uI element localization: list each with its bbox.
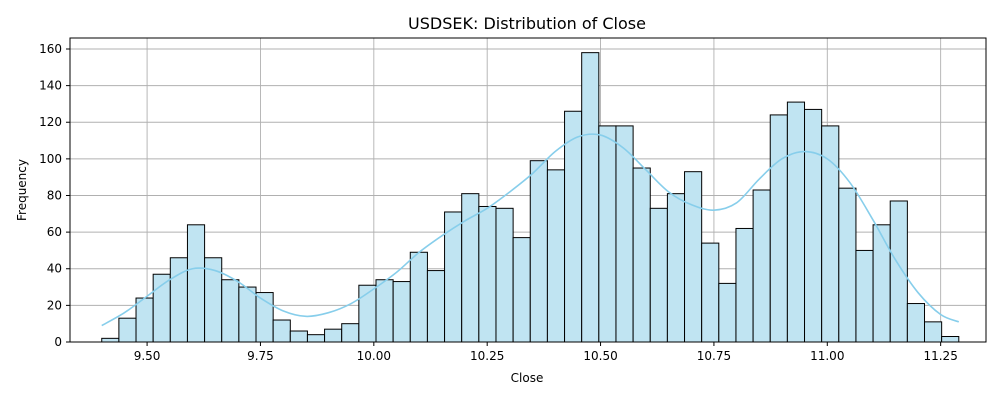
histogram-bar	[666, 193, 686, 343]
y-tick-label: 60	[47, 225, 62, 239]
y-axis-label: Frequency	[15, 159, 29, 221]
histogram-bar	[838, 187, 857, 343]
histogram-bar	[684, 171, 703, 343]
y-axis-ticks: 0 20 40 60 80 100 120 140 160	[39, 42, 70, 349]
histogram-bar	[564, 110, 583, 343]
x-axis-ticks: 9.50 9.75 10.00 10.25 10.50 10.75 11.00 11.25	[134, 342, 958, 363]
histogram-bar	[495, 207, 514, 343]
histogram-bar	[135, 297, 154, 343]
histogram-bar	[238, 286, 257, 343]
x-tick-label: 10.75	[697, 349, 731, 363]
histogram-bar	[101, 337, 120, 343]
x-tick-label: 10.50	[583, 349, 617, 363]
y-tick-label: 140	[39, 79, 62, 93]
histogram-bar	[855, 249, 874, 343]
histogram-bars	[101, 52, 960, 343]
histogram-bar	[769, 114, 788, 343]
histogram-bar	[375, 279, 394, 343]
y-tick-label: 0	[54, 335, 62, 349]
histogram-bar	[306, 334, 326, 343]
histogram-bar	[341, 323, 360, 343]
histogram-bar	[718, 282, 737, 343]
histogram-bar	[821, 125, 840, 343]
histogram-bar	[289, 330, 308, 343]
histogram-bar	[478, 205, 497, 343]
histogram-bar	[598, 125, 617, 343]
histogram-bar	[735, 227, 754, 343]
histogram-bar	[546, 169, 566, 343]
kde-curve	[101, 133, 960, 327]
chart-title: USDSEK: Distribution of Close	[408, 14, 646, 33]
x-tick-label: 10.00	[357, 349, 391, 363]
histogram-bar	[649, 207, 668, 343]
x-tick-label: 11.25	[923, 349, 957, 363]
y-tick-label: 160	[39, 42, 62, 56]
x-tick-label: 11.00	[810, 349, 844, 363]
histogram-bar	[169, 257, 188, 343]
y-tick-label: 40	[47, 262, 62, 276]
histogram-bar	[632, 167, 651, 343]
x-tick-label: 9.75	[247, 349, 274, 363]
histogram-bar	[941, 336, 960, 343]
histogram-bar	[581, 52, 600, 343]
histogram-bar	[186, 224, 206, 343]
histogram-bar	[461, 193, 480, 343]
y-tick-label: 100	[39, 152, 62, 166]
histogram-bar	[889, 200, 908, 343]
histogram-bar	[324, 328, 343, 343]
histogram-bar	[872, 224, 891, 343]
histogram-bar	[221, 279, 240, 343]
x-axis-label: Close	[511, 371, 544, 385]
y-tick-label: 80	[47, 188, 62, 202]
histogram-bar	[906, 303, 926, 343]
histogram-bar	[392, 281, 411, 343]
histogram-bar	[512, 237, 531, 343]
histogram-bar	[752, 189, 771, 343]
x-tick-label: 9.50	[134, 349, 161, 363]
histogram-bar	[786, 101, 806, 343]
histogram-bar	[701, 242, 720, 343]
histogram-bar	[426, 270, 446, 343]
x-tick-label: 10.25	[470, 349, 504, 363]
histogram-bar	[118, 317, 137, 343]
y-tick-label: 120	[39, 115, 62, 129]
histogram-bar	[804, 108, 823, 343]
histogram-bar	[529, 160, 548, 343]
y-tick-label: 20	[47, 298, 62, 312]
histogram-bar	[615, 125, 634, 343]
histogram-bar	[409, 251, 428, 343]
histogram-bar	[272, 319, 291, 343]
plot-frame	[69, 37, 987, 343]
histogram-bar	[924, 321, 943, 343]
